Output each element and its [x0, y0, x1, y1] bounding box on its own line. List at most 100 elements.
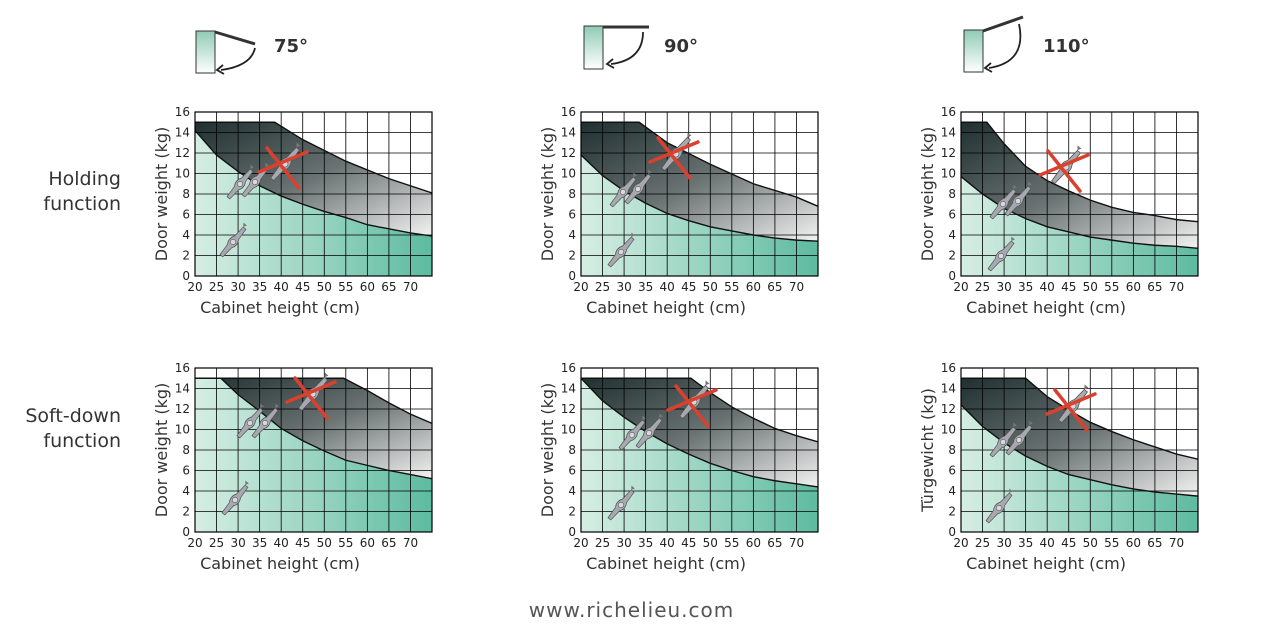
x-tick-label: 25 [595, 280, 610, 294]
x-tick-label: 45 [681, 280, 696, 294]
row-label-softdown: Soft-down function [10, 404, 121, 454]
area-caution [195, 122, 432, 237]
area-recommended [581, 155, 818, 276]
y-tick-label: 6 [948, 208, 956, 222]
area-caution [581, 378, 818, 487]
x-tick-label: 55 [724, 280, 739, 294]
x-tick-label: 70 [403, 280, 418, 294]
row-label-softdown-line1: Soft-down [25, 405, 121, 427]
x-tick-label: 50 [317, 280, 332, 294]
y-tick-label: 8 [568, 443, 576, 457]
plot-frame [960, 111, 1199, 277]
chart-softdown-75: 20 25 30 35 40 45 50 55 60 65 70 0 2 4 6 8 10 12 14 16 Cabin… [152, 361, 433, 573]
upper-limit-line [961, 121, 1198, 223]
plot-frame [580, 111, 819, 277]
plot-area [195, 112, 432, 276]
not-recommended-icon [666, 384, 718, 428]
not-recommended-icon [1045, 388, 1097, 432]
row-label-holding-line2: function [43, 193, 121, 215]
x-axis-title: Cabinet height (cm) [586, 298, 746, 317]
x-tick-label: 40 [274, 536, 289, 550]
y-axis-title: Door weight (kg) [918, 127, 937, 262]
not-recommended-icon [257, 146, 309, 190]
lower-limit-line [195, 377, 432, 480]
x-tick-label: 60 [1126, 280, 1141, 294]
y-tick-label: 4 [182, 484, 190, 498]
x-tick-label: 65 [1147, 536, 1162, 550]
y-tick-label: 12 [175, 402, 190, 416]
chart-softdown-90: 20 25 30 35 40 45 50 55 60 65 70 0 2 4 6 8 10 12 14 16 Cabin… [538, 361, 819, 573]
stay-hinge-icon [989, 422, 1017, 458]
plot-frame [194, 111, 433, 277]
x-tick-label: 20 [187, 536, 202, 550]
y-tick-label: 0 [182, 525, 190, 539]
x-tick-label: 20 [573, 280, 588, 294]
y-tick-label: 8 [948, 443, 956, 457]
y-tick-label: 10 [175, 423, 190, 437]
x-tick-label: 30 [230, 280, 245, 294]
x-tick-label: 30 [996, 280, 1011, 294]
x-tick-label: 25 [975, 536, 990, 550]
x-tick-label: 50 [317, 536, 332, 550]
upper-limit-line [195, 121, 432, 194]
chart-holding-110: 20 25 30 35 40 45 50 55 60 65 70 0 2 4 6 8 10 12 14 16 Cabin… [918, 105, 1199, 317]
y-tick-label: 10 [561, 423, 576, 437]
x-tick-label: 25 [209, 536, 224, 550]
stay-hinge-icon [221, 480, 249, 516]
x-tick-label: 30 [230, 536, 245, 550]
x-axis-title: Cabinet height (cm) [586, 554, 746, 573]
y-tick-label: 10 [561, 167, 576, 181]
y-axis-title: Door weight (kg) [152, 383, 171, 518]
x-tick-label: 55 [1104, 280, 1119, 294]
upper-limit-line [961, 377, 1198, 460]
y-tick-label: 4 [568, 228, 576, 242]
x-tick-label: 65 [381, 536, 396, 550]
x-tick-label: 60 [746, 536, 761, 550]
x-tick-label: 65 [1147, 280, 1162, 294]
x-tick-label: 45 [295, 280, 310, 294]
x-tick-label: 40 [274, 280, 289, 294]
y-tick-label: 12 [941, 146, 956, 160]
x-tick-label: 30 [616, 280, 631, 294]
x-tick-label: 60 [746, 280, 761, 294]
x-tick-label: 45 [681, 536, 696, 550]
upper-limit-line [195, 377, 432, 424]
stay-hinge-icon [226, 164, 254, 200]
x-tick-label: 25 [975, 280, 990, 294]
x-tick-label: 35 [1018, 280, 1033, 294]
y-tick-label: 10 [175, 167, 190, 181]
area-recommended [581, 378, 818, 532]
stay-hinge-icon [609, 172, 637, 208]
stay-hinge-icon [987, 236, 1015, 272]
y-tick-label: 16 [561, 361, 576, 375]
not-recommended-icon [285, 376, 337, 420]
y-tick-label: 4 [182, 228, 190, 242]
y-tick-label: 4 [948, 484, 956, 498]
y-tick-label: 0 [568, 269, 576, 283]
x-tick-label: 70 [403, 536, 418, 550]
area-caution [961, 378, 1198, 497]
upper-limit-line [581, 121, 818, 207]
x-tick-label: 30 [616, 536, 631, 550]
footer-url: www.richelieu.com [528, 598, 735, 622]
x-tick-label: 20 [953, 536, 968, 550]
y-tick-label: 12 [175, 146, 190, 160]
x-tick-label: 20 [953, 280, 968, 294]
y-tick-label: 8 [182, 443, 190, 457]
stay-hinge-icon [236, 403, 264, 439]
x-tick-label: 45 [1061, 536, 1076, 550]
y-tick-label: 2 [568, 249, 576, 263]
y-tick-label: 14 [561, 382, 576, 396]
y-tick-label: 10 [941, 167, 956, 181]
x-tick-label: 60 [360, 536, 375, 550]
x-tick-label: 35 [1018, 536, 1033, 550]
stay-hinge-icon [635, 413, 663, 449]
y-tick-label: 6 [182, 208, 190, 222]
angle-90-label: 90° [664, 36, 699, 57]
area-caution [195, 378, 432, 479]
y-axis-title: Türgewicht (kg) [918, 388, 937, 513]
x-tick-label: 45 [1061, 280, 1076, 294]
angle-75-label: 75° [274, 36, 309, 57]
x-axis-title: Cabinet height (cm) [200, 554, 360, 573]
x-tick-label: 65 [767, 280, 782, 294]
